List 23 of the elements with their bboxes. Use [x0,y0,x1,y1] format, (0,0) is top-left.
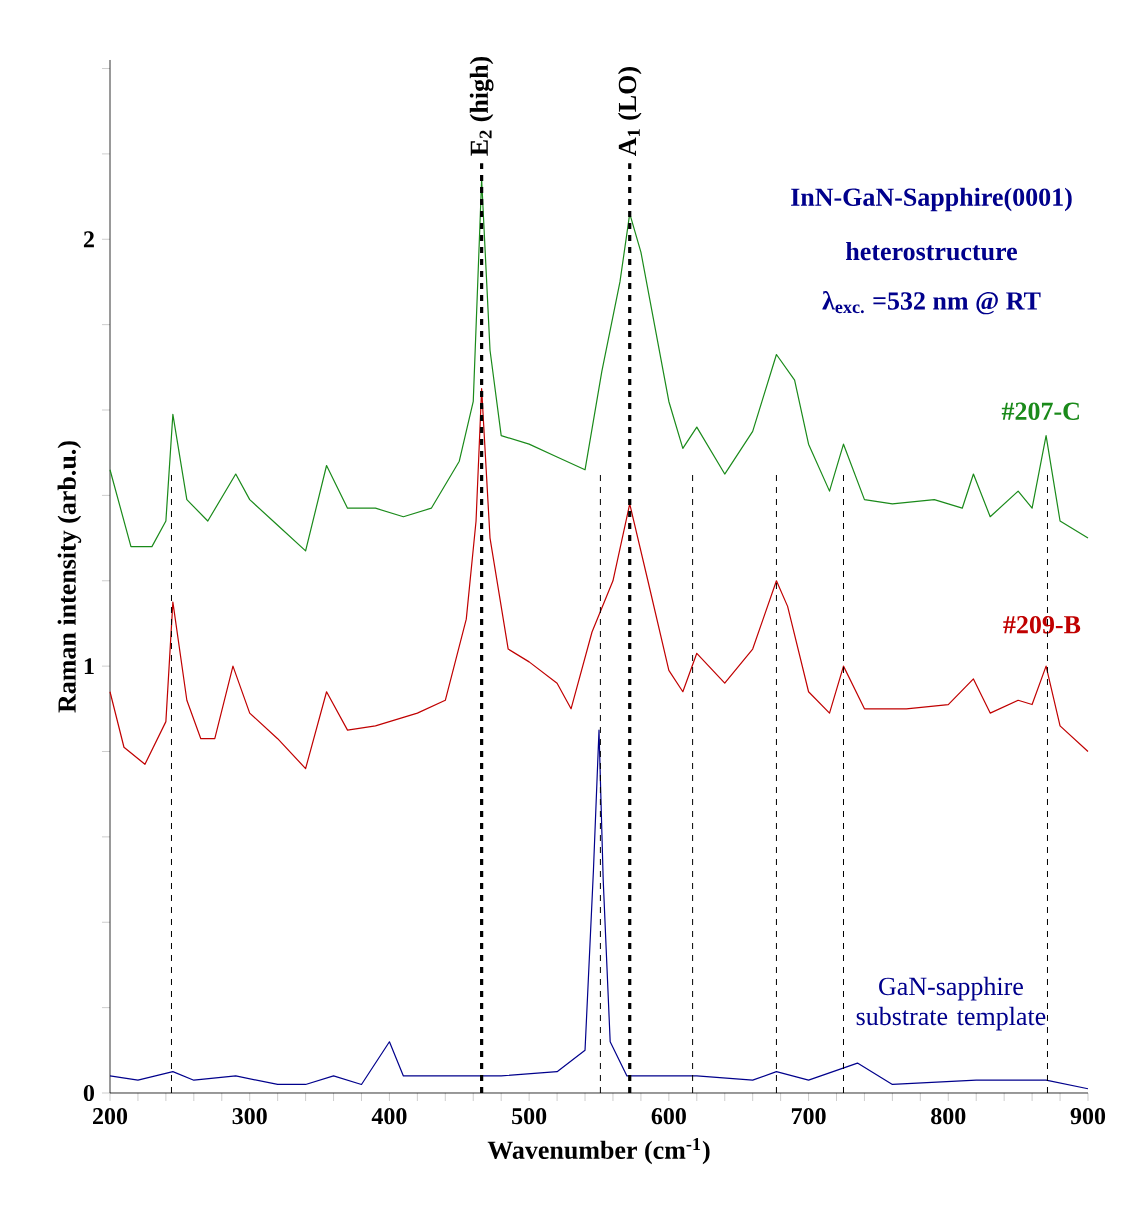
x-tick-label: 900 [1070,1108,1106,1125]
x-tick-label: 200 [93,1108,128,1125]
series-label: GaN-sapphire substrate template [856,976,1046,1031]
y-axis-title: Raman intensity (arb.u.) [57,441,82,713]
x-tick-label: 500 [512,1108,547,1125]
x-tick-label: 800 [931,1108,966,1125]
x-tick-label: 600 [651,1108,686,1125]
x-tick-label: 300 [232,1108,267,1125]
y-tick-label: 0 [83,1084,95,1102]
x-tick-label: 700 [791,1108,826,1125]
x-tick-label: 400 [371,1108,407,1125]
line-series [109,388,1089,770]
annotation: heterostructure [846,241,1017,261]
y-tick-label: 1 [84,658,94,675]
series-label: #207-C [1001,402,1079,421]
annotation: λ$_{exc.}$ =532 nm @ RT [822,291,1041,315]
annotation: InN-GaN-Sapphire(0001) [791,187,1072,212]
line-series [109,178,1089,552]
ref-line-label: E$_{2}$ (high) [469,56,494,156]
x-axis-title: Wavenumber (cm$^{-1}$) [487,1137,710,1165]
series-label: #209-B [1003,615,1081,634]
ref-line-label: A$_{1}$ (LO) [617,67,642,156]
y-tick-label: 2 [83,231,94,248]
